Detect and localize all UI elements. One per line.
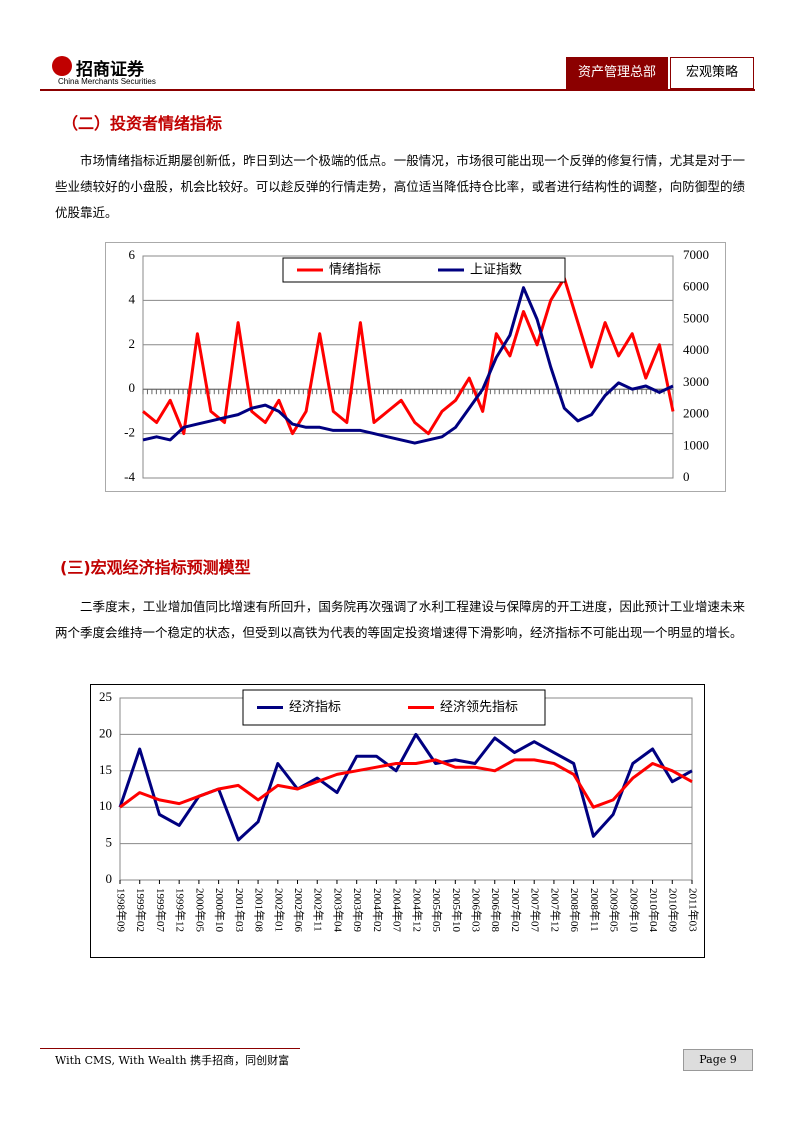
x-tick-label: 2009年10	[627, 888, 641, 932]
x-tick-label: 1999年02	[134, 888, 148, 932]
series-line	[142, 286, 674, 445]
legend-label: 上证指数	[470, 263, 522, 278]
x-tick-label: 1999年12	[174, 888, 188, 932]
x-tick-label: 2008年06	[568, 888, 582, 932]
paragraph: 二季度末，工业增加值同比增速有所回升，国务院再次强调了水利工程建设与保障房的开工…	[55, 599, 745, 640]
header-tab: 宏观策略	[670, 57, 754, 89]
legend-box	[282, 257, 566, 283]
y-tick-label: 2	[129, 336, 136, 351]
y2-tick-label: 4000	[683, 342, 709, 357]
x-tick-label: 2006年08	[489, 888, 503, 932]
chart: 0 5 10 15 20 25 1998年09 1999年02 1999年07 1999年12 20…	[90, 684, 705, 958]
y-tick-label: 6	[129, 247, 136, 262]
x-tick-label: 2005年05	[430, 888, 444, 932]
x-tick-label: 2001年03	[233, 888, 247, 932]
x-tick-label: 1999年07	[154, 888, 168, 932]
x-tick-label: 2011年03	[686, 888, 700, 932]
y-tick-label: 4	[129, 291, 136, 306]
x-tick-label: 2010年04	[647, 888, 661, 932]
y2-tick-label: 3000	[683, 374, 709, 389]
x-tick-label: 2004年12	[410, 888, 424, 932]
logo-icon	[52, 56, 72, 76]
y-tick-label: 15	[99, 762, 112, 777]
x-tick-label: 2007年12	[548, 888, 562, 932]
x-tick-label: 2004年02	[371, 888, 385, 932]
y2-tick-label: 1000	[683, 437, 709, 452]
y2-tick-label: 7000	[683, 247, 709, 262]
y-tick-label: 0	[106, 871, 113, 886]
logo-cn: 招商证券	[76, 60, 144, 80]
x-tick-label: 2008年11	[588, 888, 602, 932]
x-tick-label: 2007年07	[529, 888, 543, 932]
legend-label: 经济领先指标	[440, 700, 518, 715]
legend-label: 经济指标	[289, 700, 341, 715]
x-tick-label: 2009年05	[608, 888, 622, 932]
x-tick-label: 2002年06	[292, 888, 306, 932]
footer-rule	[40, 1048, 300, 1049]
chart: -4 -2 0 2 4 6 0 1000 2000 3000 4000 5000 6000 7000 情绪指…	[105, 242, 726, 492]
x-tick-label: 2000年05	[193, 888, 207, 932]
y-tick-label: 5	[106, 835, 113, 850]
x-tick-label: 2002年01	[272, 888, 286, 932]
x-tick-label: 2005年10	[450, 888, 464, 932]
plot-area	[142, 255, 674, 479]
x-tick-label: 2001年08	[253, 888, 267, 932]
x-tick-label: 2004年07	[391, 888, 405, 932]
y2-tick-label: 5000	[683, 310, 709, 325]
y2-tick-label: 2000	[683, 406, 709, 421]
x-tick-label: 2010年09	[667, 888, 681, 932]
x-tick-label: 2007年02	[509, 888, 523, 932]
y-tick-label: -2	[124, 425, 135, 440]
y2-tick-label: 6000	[683, 279, 709, 294]
header-tab: 资产管理总部	[566, 57, 668, 89]
y-tick-label: 25	[99, 689, 112, 704]
x-tick-label: 2006年03	[470, 888, 484, 932]
y-tick-label: 10	[99, 798, 112, 813]
series-line	[142, 276, 675, 436]
paragraph: 市场情绪指标近期屡创新低，昨日到达一个极端的低点。一般情况，市场很可能出现一个反…	[55, 153, 745, 220]
y-tick-label: 20	[99, 725, 112, 740]
x-tick-label: 2000年10	[213, 888, 227, 932]
series-line	[119, 758, 693, 809]
y-tick-label: -4	[124, 469, 135, 484]
x-tick-label: 2003年04	[331, 888, 345, 932]
page-number: Page 9	[683, 1049, 753, 1071]
legend-box	[242, 689, 546, 726]
legend-label: 情绪指标	[329, 263, 381, 278]
x-tick-label: 1998年09	[114, 888, 128, 932]
x-tick-label: 2002年11	[312, 888, 326, 932]
x-tick-label: 2003年09	[351, 888, 365, 932]
footer-slogan: With CMS, With Wealth 携手招商，同创财富	[55, 1054, 290, 1067]
section-heading: (三)宏观经济指标预测模型	[60, 558, 251, 577]
y2-tick-label: 0	[683, 469, 690, 484]
logo-en: China Merchants Securities	[58, 77, 156, 86]
section-heading: （二）投资者情绪指标	[62, 114, 223, 133]
y-tick-label: 0	[129, 380, 136, 395]
header-rule	[40, 89, 755, 91]
